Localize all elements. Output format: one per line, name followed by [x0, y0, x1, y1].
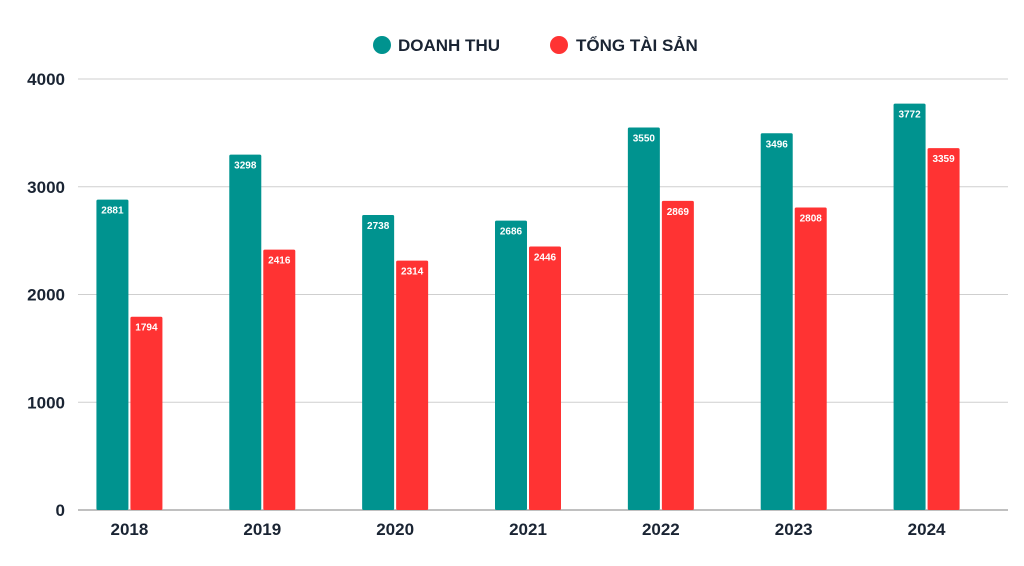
y-tick-label: 3000: [27, 178, 65, 197]
bar-doanh-thu-2024: [893, 103, 926, 510]
x-tick-label: 2021: [509, 520, 547, 539]
legend: DOANH THU TỔNG TÀI SẢN: [373, 36, 698, 55]
bar-value-label: 3359: [932, 154, 955, 165]
bar-doanh-thu-2023: [760, 133, 793, 510]
bar-tong-tai-san-2019: [263, 249, 296, 510]
bar-value-label: 2446: [534, 252, 557, 263]
bars: 2881 1794 3298 2416 2738 2314 2686 2446 3550 2869…: [96, 103, 960, 511]
bar-doanh-thu-2021: [495, 220, 527, 510]
bar-tong-tai-san-2022: [661, 200, 694, 511]
y-axis-ticks: 0 1000 2000 3000 4000: [27, 70, 65, 520]
x-tick-label: 2020: [376, 520, 414, 539]
bar-tong-tai-san-2023: [794, 207, 827, 511]
legend-label-tong-tai-san: TỔNG TÀI SẢN: [576, 36, 698, 55]
x-tick-label: 2023: [775, 520, 813, 539]
bar-value-label: 3550: [633, 133, 656, 144]
bar-value-label: 1794: [135, 323, 158, 334]
bar-value-label: 2686: [500, 227, 523, 238]
bar-tong-tai-san-2024: [927, 148, 960, 510]
legend-label-doanh-thu: DOANH THU: [398, 36, 500, 55]
bar-value-label: 2808: [800, 213, 823, 224]
bar-value-label: 2881: [101, 206, 124, 217]
legend-marker-tong-tai-san: [550, 36, 568, 54]
bar-value-label: 3772: [898, 110, 921, 121]
bar-doanh-thu-2022: [627, 127, 660, 511]
x-tick-label: 2024: [908, 520, 946, 539]
bar-tong-tai-san-2020: [396, 260, 429, 510]
bar-value-label: 3496: [766, 139, 789, 150]
bar-doanh-thu-2018: [96, 199, 129, 510]
x-tick-label: 2022: [642, 520, 680, 539]
bar-tong-tai-san-2018: [130, 316, 163, 510]
x-axis-ticks: 2018 2019 2020 2021 2022 2023 2024: [111, 520, 947, 539]
bar-tong-tai-san-2021: [529, 246, 561, 511]
legend-marker-doanh-thu: [373, 36, 391, 54]
bar-doanh-thu-2019: [229, 154, 262, 510]
bar-value-label: 2738: [367, 221, 390, 232]
y-tick-label: 2000: [27, 286, 65, 305]
bar-value-label: 2314: [401, 267, 424, 278]
y-tick-label: 1000: [27, 393, 65, 412]
bar-value-label: 2416: [268, 256, 291, 267]
x-tick-label: 2019: [243, 520, 281, 539]
bar-value-label: 2869: [667, 207, 690, 218]
y-tick-label: 4000: [27, 70, 65, 89]
bar-value-label: 3298: [234, 161, 257, 172]
y-tick-label: 0: [56, 501, 65, 520]
bar-doanh-thu-2020: [362, 214, 395, 510]
x-tick-label: 2018: [111, 520, 149, 539]
